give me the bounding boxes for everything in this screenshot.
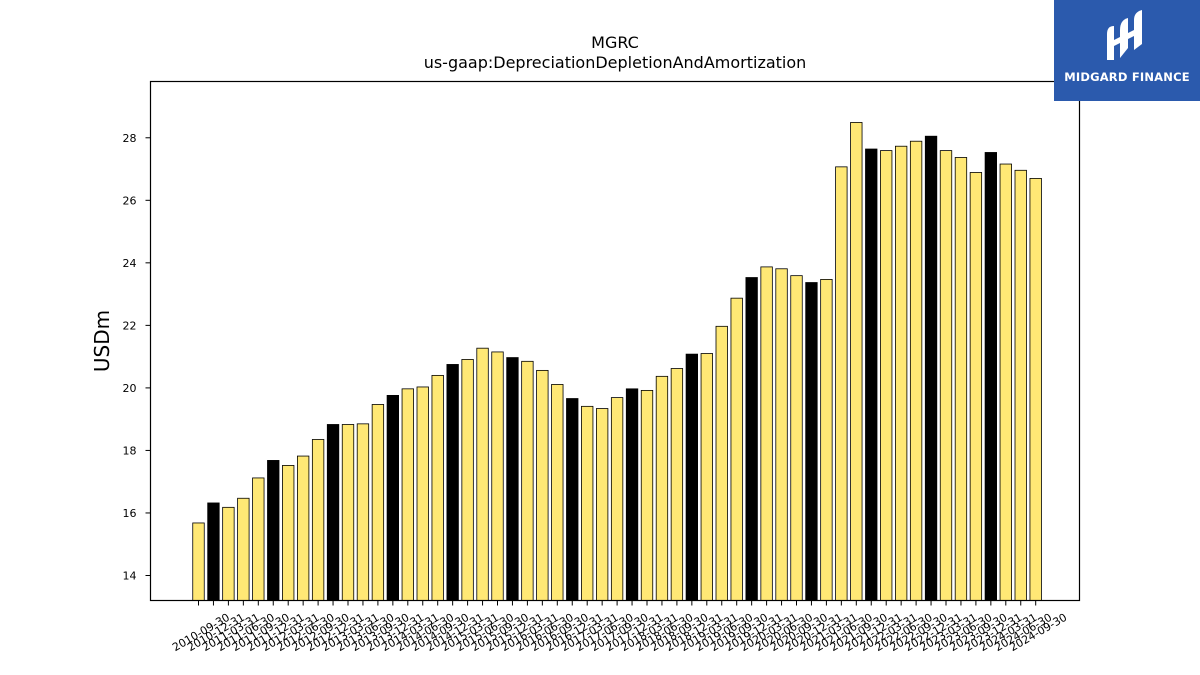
bar-2015-09-30 <box>491 351 504 601</box>
bar-2011-09-30 <box>252 477 265 601</box>
bar-2015-06-30 <box>476 347 489 601</box>
bar-2021-12-31 <box>865 148 878 601</box>
bar-2014-12-31 <box>446 364 459 601</box>
chart-title: MGRC <box>591 33 639 52</box>
bar-2012-09-30 <box>311 439 325 601</box>
bar-2015-12-31 <box>506 357 519 601</box>
bar-2020-12-31 <box>805 282 818 601</box>
bar-2022-06-30 <box>895 145 908 601</box>
bar-2014-06-30 <box>416 386 429 601</box>
y-tick-label: 26 <box>123 194 137 207</box>
bar-2023-03-31 <box>939 150 953 601</box>
y-tick-label: 28 <box>123 132 137 145</box>
bar-2023-06-30 <box>954 157 968 601</box>
bar-2017-06-30 <box>596 408 609 601</box>
bar-2010-09-30 <box>192 522 205 601</box>
bar-2013-06-30 <box>356 423 370 601</box>
bar-2011-12-31 <box>267 460 280 601</box>
bar-2019-03-31 <box>700 353 713 601</box>
bar-2014-09-30 <box>431 374 444 601</box>
bar-2024-06-30 <box>1014 169 1027 601</box>
bar-2015-03-31 <box>461 359 474 601</box>
bar-2012-06-30 <box>296 455 310 601</box>
bar-2021-09-30 <box>850 122 863 601</box>
y-tick-label: 20 <box>123 382 137 395</box>
y-tick-label: 22 <box>123 319 137 332</box>
bar-2022-09-30 <box>909 140 923 601</box>
bar-2016-12-31 <box>566 398 579 601</box>
y-tick-label: 16 <box>123 507 137 520</box>
bar-2024-03-31 <box>999 163 1012 601</box>
bar-series <box>192 122 1042 601</box>
y-tick-label: 24 <box>123 257 137 270</box>
bar-2020-09-30 <box>790 275 803 601</box>
bar-2022-03-31 <box>880 150 893 601</box>
bar-2019-12-31 <box>745 277 758 601</box>
y-tick-label: 18 <box>123 444 137 457</box>
bar-2023-12-31 <box>984 152 997 601</box>
bar-2021-03-31 <box>820 279 833 601</box>
bar-2022-12-31 <box>924 135 938 601</box>
bar-2016-09-30 <box>551 384 564 601</box>
bar-2011-06-30 <box>237 497 250 601</box>
bar-2011-03-31 <box>222 506 235 601</box>
y-axis: 14 16 18 20 22 24 26 28 <box>123 132 151 582</box>
bar-2018-09-30 <box>670 368 684 601</box>
bar-2017-09-30 <box>610 397 624 601</box>
bar-2018-03-31 <box>640 389 654 601</box>
bar-2013-03-31 <box>341 424 355 601</box>
bar-2019-09-30 <box>730 297 743 601</box>
x-axis: 2010-09-302010-12-312011-03-312011-06-30… <box>170 600 1069 654</box>
midgard-finance-logo: MIDGARD FINANCE <box>1054 0 1200 101</box>
bar-2017-12-31 <box>625 388 639 601</box>
bar-2019-06-30 <box>715 325 728 601</box>
bar-2014-03-31 <box>401 388 414 601</box>
bar-2020-06-30 <box>775 268 788 601</box>
bar-2012-12-31 <box>326 424 340 601</box>
y-axis-label: USDm <box>90 310 114 372</box>
bar-2016-06-30 <box>536 369 549 601</box>
bar-2017-03-31 <box>581 405 594 601</box>
bar-2013-09-30 <box>371 404 385 601</box>
bar-2018-06-30 <box>655 375 669 601</box>
bar-2013-12-31 <box>386 394 400 601</box>
bar-2016-03-31 <box>521 360 534 601</box>
plot-frame <box>149 80 1081 602</box>
y-tick-label: 14 <box>123 569 137 582</box>
midgard-logo-icon <box>1107 10 1142 60</box>
bar-2010-12-31 <box>207 502 220 601</box>
bar-2012-03-31 <box>282 465 295 601</box>
bar-2018-12-31 <box>685 353 698 601</box>
bar-2023-09-30 <box>969 172 983 601</box>
bar-2024-09-30 <box>1029 178 1042 601</box>
bar-2020-03-31 <box>760 266 773 601</box>
logo-text: MIDGARD FINANCE <box>1064 70 1190 84</box>
chart-subtitle: us-gaap:DepreciationDepletionAndAmortiza… <box>424 53 807 72</box>
bar-2021-06-30 <box>835 166 848 601</box>
